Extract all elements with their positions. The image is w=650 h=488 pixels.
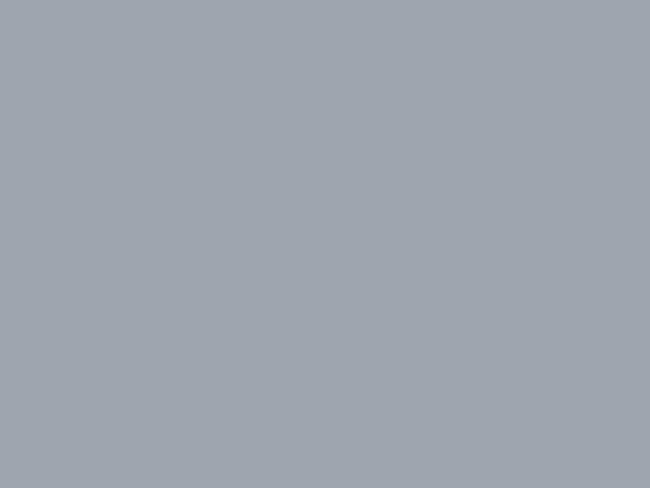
fea-contour-scene[interactable] <box>0 0 650 488</box>
fea-viewport[interactable] <box>0 0 650 488</box>
